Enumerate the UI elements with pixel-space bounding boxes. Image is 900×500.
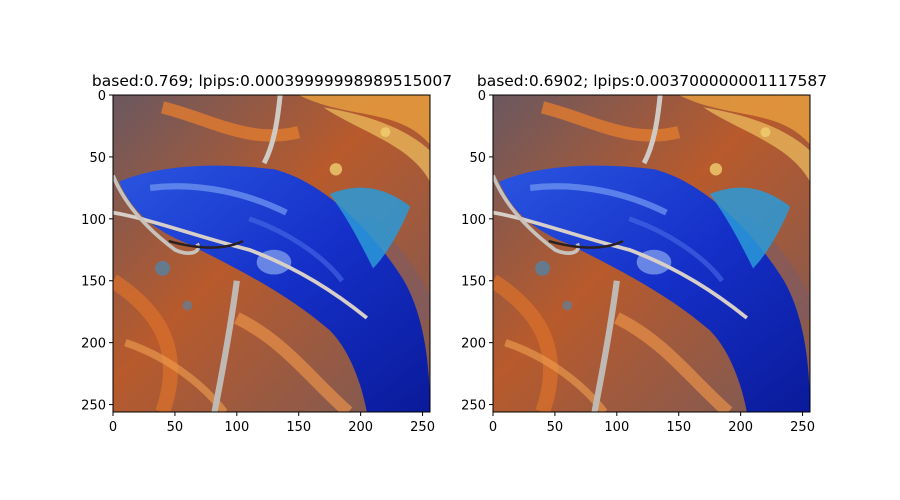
subplot-1-xtick-label-5: 250 xyxy=(410,420,435,435)
subplot-2-xtick-label-4: 200 xyxy=(728,420,753,435)
subplot-1-ytick-label-1: 50 xyxy=(89,151,106,166)
subplot-2-xtick-label-2: 100 xyxy=(604,420,629,435)
subplot-2-ytick-label-1: 50 xyxy=(469,151,486,166)
subplot-2-ytick-label-0: 0 xyxy=(478,89,486,104)
subplot-1-title: based:0.769; lpips:0.0003999999898951500… xyxy=(92,72,452,90)
subplot-1-xtick-label-2: 100 xyxy=(224,420,249,435)
subplot-2-image xyxy=(493,95,810,412)
subplot-1-xtick-label-3: 150 xyxy=(286,420,311,435)
subplot-2-ytick-label-3: 150 xyxy=(461,275,486,290)
subplot-2-xtick-label-5: 250 xyxy=(790,420,815,435)
subplot-2-frame xyxy=(492,94,811,413)
subplot-1-xtick-label-0: 0 xyxy=(109,420,117,435)
subplot-1-image xyxy=(113,95,430,412)
subplot-1-xtick-label-4: 200 xyxy=(348,420,373,435)
subplot-1: based:0.769; lpips:0.0003999999898951500… xyxy=(81,72,452,435)
subplot-2: based:0.6902; lpips:0.003700000001117587… xyxy=(461,72,827,435)
subplot-1-ytick-label-0: 0 xyxy=(98,89,106,104)
subplot-2-xtick-label-3: 150 xyxy=(666,420,691,435)
subplot-1-ytick-label-5: 250 xyxy=(81,399,106,414)
subplot-2-title: based:0.6902; lpips:0.003700000001117587 xyxy=(477,72,827,90)
subplot-1-frame xyxy=(112,94,431,413)
subplot-2-xtick-label-1: 50 xyxy=(547,420,564,435)
subplot-2-xtick-label-0: 0 xyxy=(489,420,497,435)
subplot-1-ytick-label-3: 150 xyxy=(81,275,106,290)
subplot-2-ytick-label-2: 100 xyxy=(461,213,486,228)
subplot-2-ytick-label-4: 200 xyxy=(461,337,486,352)
subplot-1-xtick-label-1: 50 xyxy=(167,420,184,435)
subplot-2-ytick-label-5: 250 xyxy=(461,399,486,414)
subplot-1-ytick-label-4: 200 xyxy=(81,337,106,352)
subplot-1-ytick-label-2: 100 xyxy=(81,213,106,228)
